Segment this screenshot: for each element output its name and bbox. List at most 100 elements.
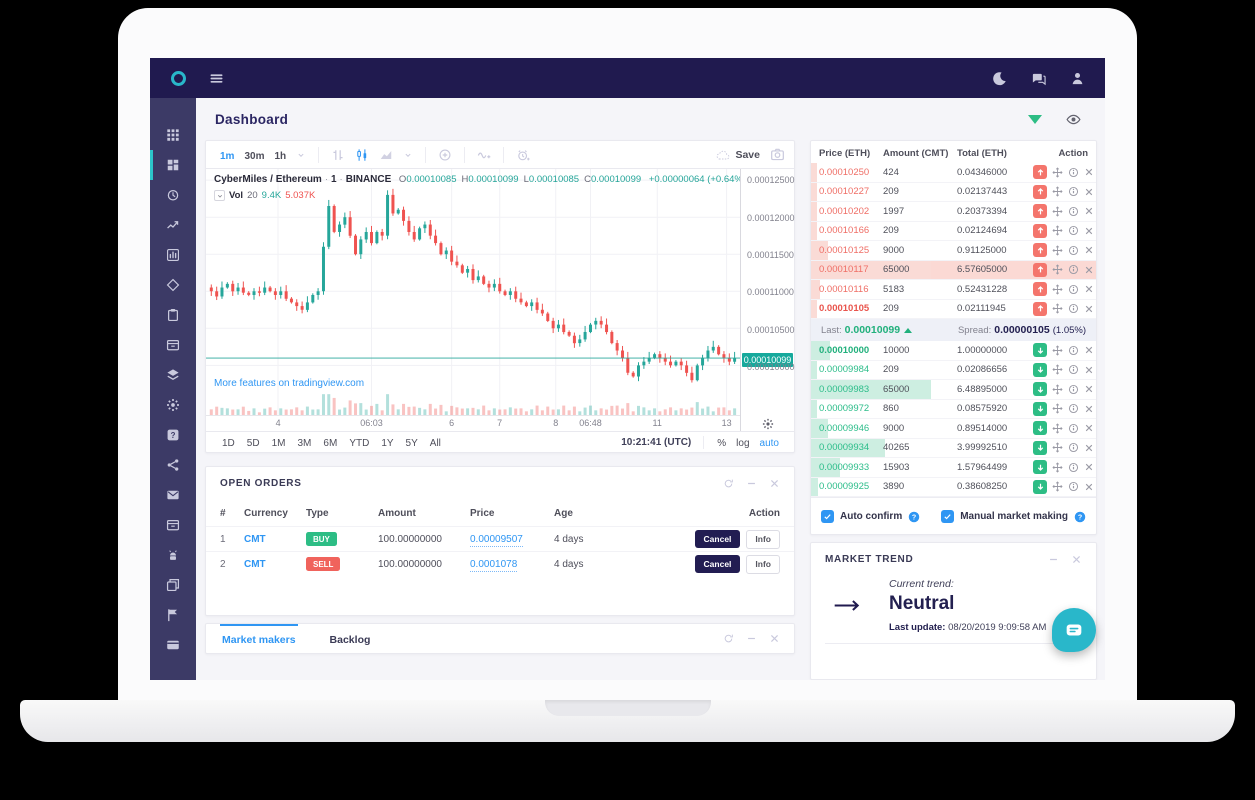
take-sell-button[interactable] xyxy=(1033,165,1047,180)
bar-style-icon[interactable] xyxy=(326,148,350,162)
move-order-icon[interactable] xyxy=(1052,186,1063,197)
take-sell-button[interactable] xyxy=(1033,223,1047,238)
remove-icon[interactable] xyxy=(1084,304,1094,314)
remove-icon[interactable] xyxy=(1084,284,1094,294)
take-buy-button[interactable] xyxy=(1033,362,1047,377)
remove-icon[interactable] xyxy=(1084,482,1094,492)
info-icon[interactable] xyxy=(1068,481,1079,492)
take-buy-button[interactable] xyxy=(1033,382,1047,397)
take-buy-button[interactable] xyxy=(1033,460,1047,475)
remove-icon[interactable] xyxy=(1084,187,1094,197)
order-info-button[interactable]: Info xyxy=(746,554,780,574)
collapse-icon[interactable] xyxy=(746,633,757,644)
remove-icon[interactable] xyxy=(1084,365,1094,375)
move-order-icon[interactable] xyxy=(1052,206,1063,217)
sidebar-item-orders[interactable] xyxy=(150,300,196,330)
take-sell-button[interactable] xyxy=(1033,184,1047,199)
messages-icon[interactable] xyxy=(1031,71,1046,86)
refresh-icon[interactable] xyxy=(723,633,734,644)
sidebar-item-wallet[interactable] xyxy=(150,630,196,660)
candle-style-icon[interactable] xyxy=(350,148,374,162)
checkbox-auto-confirm[interactable]: Auto confirm? xyxy=(821,510,920,523)
price-axis[interactable]: 0.00010099 0.00012500 0.00012000 0.0001150… xyxy=(740,169,795,431)
info-icon[interactable] xyxy=(1068,284,1079,295)
compare-icon[interactable] xyxy=(433,148,457,162)
take-buy-button[interactable] xyxy=(1033,421,1047,436)
range-1d-button[interactable]: 1D xyxy=(222,438,235,449)
candlestick-chart[interactable]: CyberMiles / Ethereum · 1 · BINANCE O0.00010… xyxy=(206,169,740,415)
take-buy-button[interactable] xyxy=(1033,479,1047,494)
time-axis[interactable]: 4 06:03 6 7 8 06:48 11 13 xyxy=(206,415,740,431)
interval-1h-button[interactable]: 1h xyxy=(274,150,287,162)
tab-market-makers[interactable]: Market makers xyxy=(220,624,298,653)
cancel-order-button[interactable]: Cancel xyxy=(694,555,741,573)
move-order-icon[interactable] xyxy=(1052,384,1063,395)
sidebar-item-trends[interactable] xyxy=(150,210,196,240)
indicators-icon[interactable] xyxy=(472,148,496,162)
scale-%-button[interactable]: % xyxy=(717,438,727,449)
move-order-icon[interactable] xyxy=(1052,442,1063,453)
chart-settings-icon[interactable] xyxy=(762,418,774,430)
info-icon[interactable] xyxy=(1068,384,1079,395)
range-3m-button[interactable]: 3M xyxy=(297,438,312,449)
move-order-icon[interactable] xyxy=(1052,403,1063,414)
remove-icon[interactable] xyxy=(1084,206,1094,216)
tradingview-link[interactable]: More features on tradingview.com xyxy=(214,378,365,389)
range-1m-button[interactable]: 1M xyxy=(271,438,286,449)
help-circle-icon[interactable]: ? xyxy=(1074,511,1086,523)
alert-icon[interactable] xyxy=(511,148,535,162)
sidebar-item-markets[interactable] xyxy=(150,270,196,300)
info-icon[interactable] xyxy=(1068,462,1079,473)
sidebar-item-share[interactable] xyxy=(150,450,196,480)
sidebar-item-apps[interactable] xyxy=(150,120,196,150)
sidebar-item-layers[interactable] xyxy=(150,360,196,390)
remove-icon[interactable] xyxy=(1084,423,1094,433)
move-order-icon[interactable] xyxy=(1052,364,1063,375)
remove-icon[interactable] xyxy=(1084,345,1094,355)
take-sell-button[interactable] xyxy=(1033,301,1047,316)
take-sell-button[interactable] xyxy=(1033,262,1047,277)
scale-auto-button[interactable]: auto xyxy=(759,438,779,449)
info-icon[interactable] xyxy=(1068,442,1079,453)
take-sell-button[interactable] xyxy=(1033,282,1047,297)
sidebar-item-windows[interactable] xyxy=(150,570,196,600)
info-icon[interactable] xyxy=(1068,423,1079,434)
snapshot-icon[interactable] xyxy=(770,147,785,162)
chart-clock[interactable]: 10:21:41 (UTC) xyxy=(621,436,692,448)
remove-icon[interactable] xyxy=(1084,404,1094,414)
interval-1m-button[interactable]: 1m xyxy=(220,150,235,162)
info-icon[interactable] xyxy=(1068,364,1079,375)
move-order-icon[interactable] xyxy=(1052,481,1063,492)
remove-icon[interactable] xyxy=(1084,384,1094,394)
close-icon[interactable] xyxy=(769,633,780,644)
move-order-icon[interactable] xyxy=(1052,423,1063,434)
sidebar-item-storage[interactable] xyxy=(150,510,196,540)
remove-icon[interactable] xyxy=(1084,226,1094,236)
chat-fab-button[interactable] xyxy=(1052,608,1096,652)
info-icon[interactable] xyxy=(1068,264,1079,275)
move-order-icon[interactable] xyxy=(1052,264,1063,275)
range-ytd-button[interactable]: YTD xyxy=(349,438,370,449)
range-6m-button[interactable]: 6M xyxy=(323,438,338,449)
remove-icon[interactable] xyxy=(1084,245,1094,255)
range-1y-button[interactable]: 1Y xyxy=(381,438,394,449)
symbol-name[interactable]: CyberMiles / Ethereum xyxy=(214,174,322,185)
take-buy-button[interactable] xyxy=(1033,401,1047,416)
sidebar-item-android-app[interactable] xyxy=(150,540,196,570)
collapse-icon[interactable] xyxy=(746,478,757,489)
tab-backlog[interactable]: Backlog xyxy=(329,633,371,646)
interval-dropdown-icon[interactable] xyxy=(291,150,311,160)
remove-icon[interactable] xyxy=(1084,443,1094,453)
user-profile-icon[interactable] xyxy=(1070,71,1085,86)
info-icon[interactable] xyxy=(1068,345,1079,356)
info-icon[interactable] xyxy=(1068,303,1079,314)
take-sell-button[interactable] xyxy=(1033,204,1047,219)
info-icon[interactable] xyxy=(1068,167,1079,178)
remove-icon[interactable] xyxy=(1084,167,1094,177)
visibility-icon[interactable] xyxy=(1066,112,1081,127)
checkbox-manual-market-making[interactable]: Manual market making? xyxy=(941,510,1086,523)
sidebar-item-settings[interactable] xyxy=(150,390,196,420)
move-order-icon[interactable] xyxy=(1052,462,1063,473)
order-currency-link[interactable]: CMT xyxy=(244,558,266,570)
move-order-icon[interactable] xyxy=(1052,345,1063,356)
